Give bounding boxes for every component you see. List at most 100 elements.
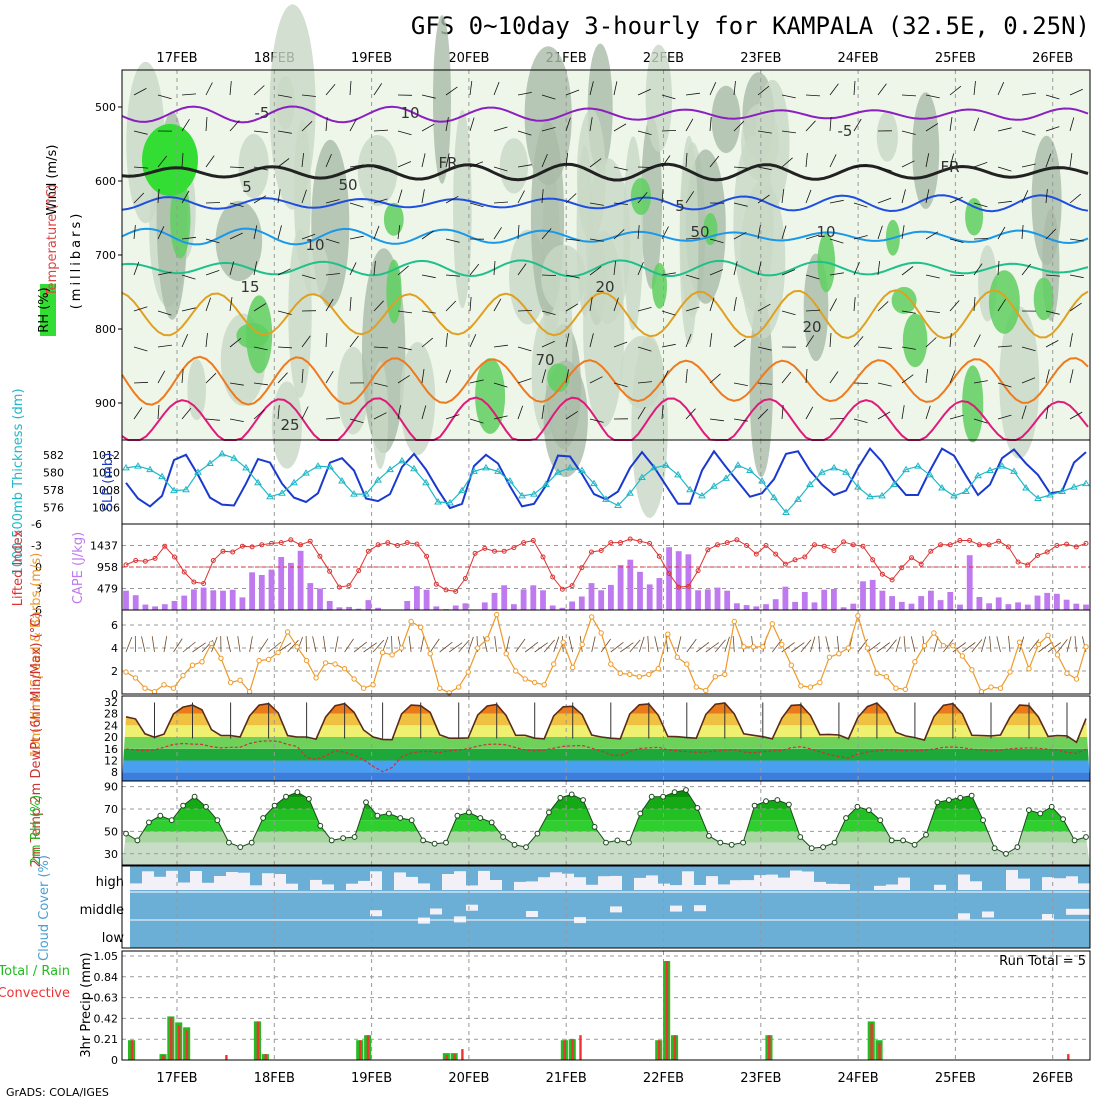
cloud-high-segment [838, 884, 850, 890]
wind-speed-point [570, 664, 576, 671]
wind-barb [181, 152, 184, 168]
wind-barb [751, 636, 754, 653]
rh-point [911, 841, 918, 848]
wind-barb [325, 417, 340, 420]
wind-barb [565, 274, 580, 279]
precip-total-label: Total / Rain [0, 964, 70, 979]
wind-barb [493, 344, 508, 348]
wind-barb [1045, 369, 1050, 384]
wind-barb [349, 80, 352, 96]
wind-barb [733, 231, 747, 240]
li-point [327, 568, 333, 574]
cloud-high-segment [586, 884, 598, 890]
wind-speed-point [807, 684, 814, 690]
cloud-high-segment [958, 874, 970, 890]
wind-barb [971, 639, 983, 653]
wind-barb [229, 120, 240, 132]
rh-point [260, 815, 267, 821]
wind-barb [877, 301, 889, 312]
contour-label: 50 [338, 176, 357, 194]
wind-barb [277, 346, 293, 349]
li-point [1005, 544, 1011, 550]
thickness-point [278, 489, 286, 496]
wind-barb [301, 153, 304, 168]
wind-barb [469, 263, 480, 276]
wind-barb [1045, 189, 1048, 204]
cloud-high-segment [778, 877, 790, 890]
precip-convective-bar [461, 1049, 464, 1060]
wind-barb [709, 373, 721, 384]
wind-barb [637, 261, 644, 276]
wind-barb [997, 200, 1012, 204]
wind-barb [638, 636, 645, 653]
wind-barb [277, 225, 282, 240]
wind-speed-point [1054, 652, 1061, 658]
li-point [152, 555, 158, 561]
rh-point [877, 817, 884, 824]
rh-point [683, 787, 689, 793]
wind-barb [157, 271, 172, 276]
rh-point [500, 834, 507, 840]
cape-bar [501, 585, 508, 610]
li-point [123, 562, 129, 568]
wind-barb [493, 81, 500, 96]
precip-convective-bar [178, 1025, 181, 1060]
slp-tick-label: 1006 [92, 501, 120, 514]
rh-point [900, 837, 906, 844]
precip-convective-bar [563, 1040, 566, 1060]
wind-barb [541, 94, 556, 100]
thickness-point [854, 483, 862, 490]
cape-bar [598, 590, 605, 610]
wind-barb [733, 202, 748, 207]
wind-barb [325, 370, 334, 384]
cloud-high-segment [166, 870, 178, 890]
wind-barb [205, 333, 208, 348]
wind-barb [325, 84, 336, 96]
cape-bar [578, 596, 585, 610]
wind-speed-point [142, 685, 148, 691]
precip-convective-bar [453, 1054, 456, 1060]
li-point [1083, 540, 1089, 546]
thickness-point [1070, 483, 1078, 490]
li-point [967, 538, 973, 543]
cape-bar [161, 604, 168, 610]
cape-bar [481, 602, 488, 610]
temp-tick-label: 20 [104, 731, 118, 744]
wind-barb [173, 638, 183, 653]
wind-barb [757, 408, 769, 420]
wind-barb [685, 118, 694, 132]
rh-humid-region [962, 365, 984, 443]
rh-point [363, 799, 369, 806]
wind-barb [253, 130, 268, 133]
thickness-point [770, 493, 778, 501]
li-point [753, 551, 759, 557]
wind-speed-point [750, 644, 756, 650]
isotherm-7 [121, 355, 1089, 406]
wind-barb [613, 341, 628, 348]
cape-bar [995, 597, 1002, 610]
wind-barb [685, 333, 692, 348]
thickness-point [158, 472, 166, 480]
rh2m-panel: 30 50 70 90 [104, 780, 1091, 866]
wind-speed-point [836, 651, 842, 657]
contour-label: 70 [535, 351, 554, 369]
rh-point [340, 835, 347, 841]
wind-barb [469, 202, 484, 208]
wind-barb [1057, 639, 1068, 653]
wind-barb [565, 411, 579, 420]
wind-speed-point [902, 686, 909, 693]
wind-speed-point [1026, 666, 1032, 672]
wind-barb [829, 418, 845, 420]
wind-barb [853, 235, 868, 240]
wind-barb [493, 298, 502, 312]
thickness-point [446, 498, 454, 506]
wind-barb [469, 161, 484, 168]
thickness-point [230, 454, 238, 461]
cape-bar [511, 604, 517, 610]
thickness-point [386, 465, 394, 473]
rh-point [968, 792, 975, 799]
wind-speed-point [475, 645, 481, 651]
cloud-high-segment [1042, 877, 1054, 890]
wind-barb [853, 118, 862, 132]
